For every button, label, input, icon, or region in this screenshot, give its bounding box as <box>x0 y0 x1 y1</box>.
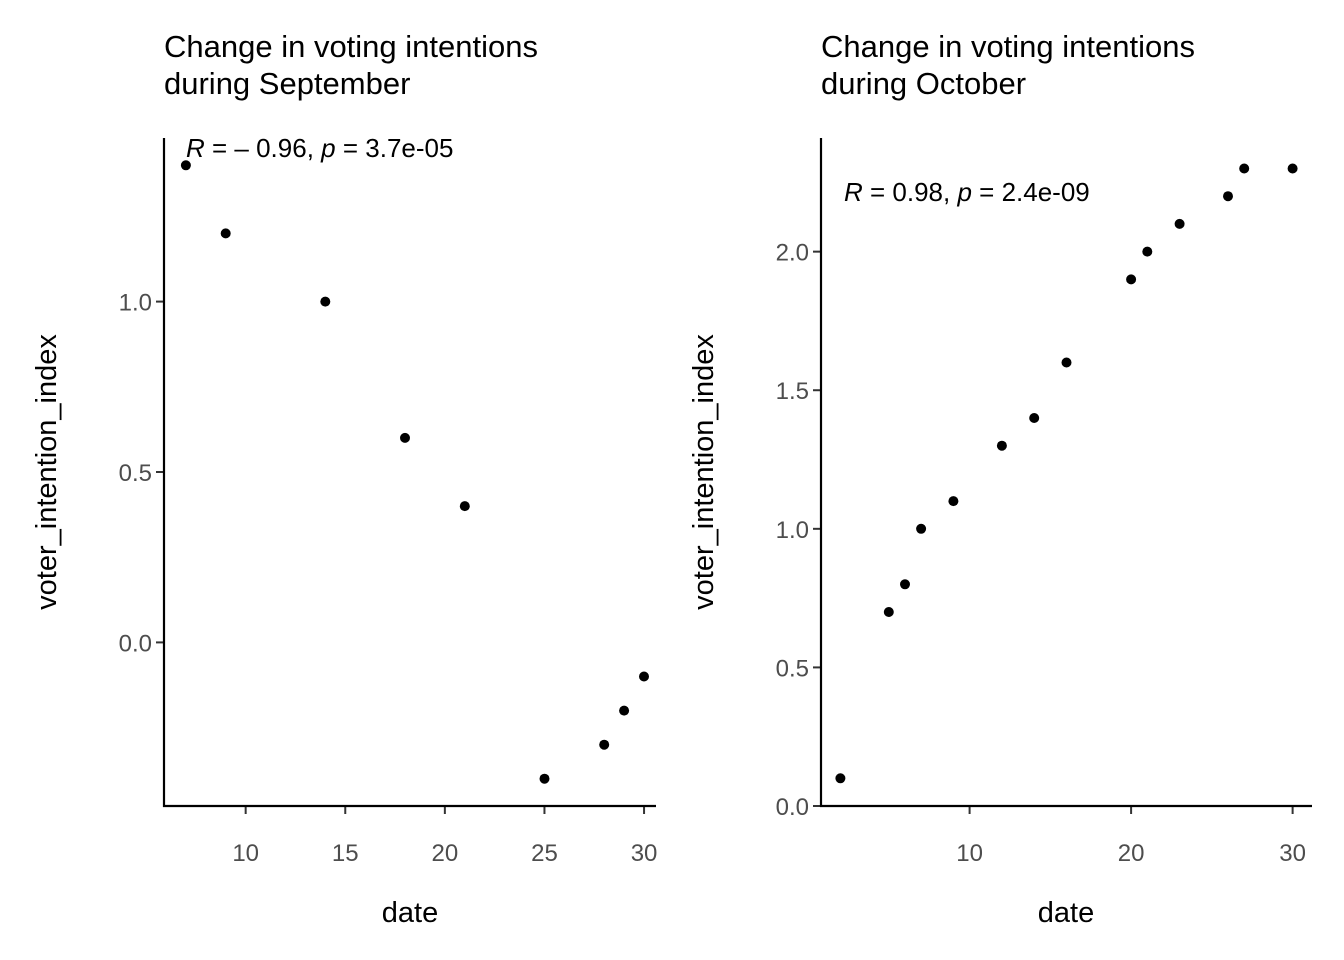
p-symbol: p <box>320 133 335 163</box>
p-symbol: p <box>956 177 971 207</box>
y-axis-title: voter_intention_index <box>688 334 720 610</box>
data-point <box>320 296 331 307</box>
data-point <box>180 160 191 171</box>
data-point <box>1029 413 1040 423</box>
october-panel: Change in voting intentions during Octob… <box>688 29 1312 929</box>
x-tick-label: 20 <box>432 840 459 867</box>
data-point <box>916 523 927 534</box>
data-point <box>996 440 1007 451</box>
data-point <box>883 607 894 617</box>
chart-title-line-1: Change in voting intentions <box>164 29 538 64</box>
r-symbol: R <box>186 133 205 163</box>
correlation-annotation: R = – 0.96, p = 3.7e-05 <box>186 133 453 163</box>
y-tick-label: 0.0 <box>119 630 152 657</box>
x-axis-ticks: 10 20 30 <box>956 806 1306 867</box>
y-tick-label: 0.5 <box>119 460 152 487</box>
correlation-annotation: R = 0.98, p = 2.4e-09 <box>844 177 1090 207</box>
september-panel: Change in voting intentions during Septe… <box>31 29 657 929</box>
r-symbol: R <box>844 177 863 207</box>
x-tick-label: 10 <box>956 840 983 867</box>
p-value: = 2.4e-09 <box>972 177 1090 207</box>
data-point <box>1223 191 1233 202</box>
x-tick-label: 20 <box>1118 840 1145 867</box>
r-value: = 0.98, <box>863 177 958 207</box>
data-point <box>835 773 846 784</box>
y-tick-label: 0.0 <box>776 794 809 821</box>
x-tick-label: 15 <box>332 840 359 867</box>
y-tick-label: 1.5 <box>776 378 809 405</box>
data-point <box>1287 163 1298 174</box>
x-tick-label: 30 <box>1279 840 1306 867</box>
data-point <box>220 228 231 239</box>
y-tick-label: 0.5 <box>776 655 809 682</box>
data-points <box>180 160 649 784</box>
data-point <box>599 739 610 750</box>
p-value: = 3.7e-05 <box>336 133 454 163</box>
data-point <box>948 496 959 507</box>
x-tick-label: 30 <box>631 840 658 867</box>
x-tick-label: 10 <box>232 840 259 867</box>
x-axis-title: date <box>1038 897 1094 929</box>
y-tick-label: 2.0 <box>776 240 809 267</box>
data-point <box>639 671 649 682</box>
y-tick-label: 1.0 <box>119 290 152 317</box>
chart-title-line-2: during October <box>821 66 1026 101</box>
x-tick-label: 25 <box>531 840 558 867</box>
data-point <box>1174 218 1185 229</box>
data-point <box>539 773 550 784</box>
data-point <box>1239 163 1250 174</box>
data-point <box>1061 357 1072 368</box>
x-axis-title: date <box>382 897 438 929</box>
data-point <box>459 501 470 512</box>
y-tick-label: 1.0 <box>776 517 809 544</box>
data-point <box>1142 246 1153 257</box>
data-point <box>400 432 410 443</box>
data-points <box>835 163 1298 784</box>
chart-title-line-2: during September <box>164 66 410 101</box>
y-axis-ticks: 0.0 0.5 1.0 1.5 2.0 <box>776 240 821 821</box>
x-axis-ticks: 10 15 20 25 30 <box>232 806 657 867</box>
data-point <box>619 705 630 716</box>
data-point <box>900 579 910 590</box>
data-point <box>1126 274 1137 285</box>
y-axis-title: voter_intention_index <box>31 334 63 610</box>
chart-title-line-1: Change in voting intentions <box>821 29 1195 64</box>
r-value: = – 0.96, <box>205 133 321 163</box>
y-axis-ticks: 0.0 0.5 1.0 <box>119 290 164 657</box>
